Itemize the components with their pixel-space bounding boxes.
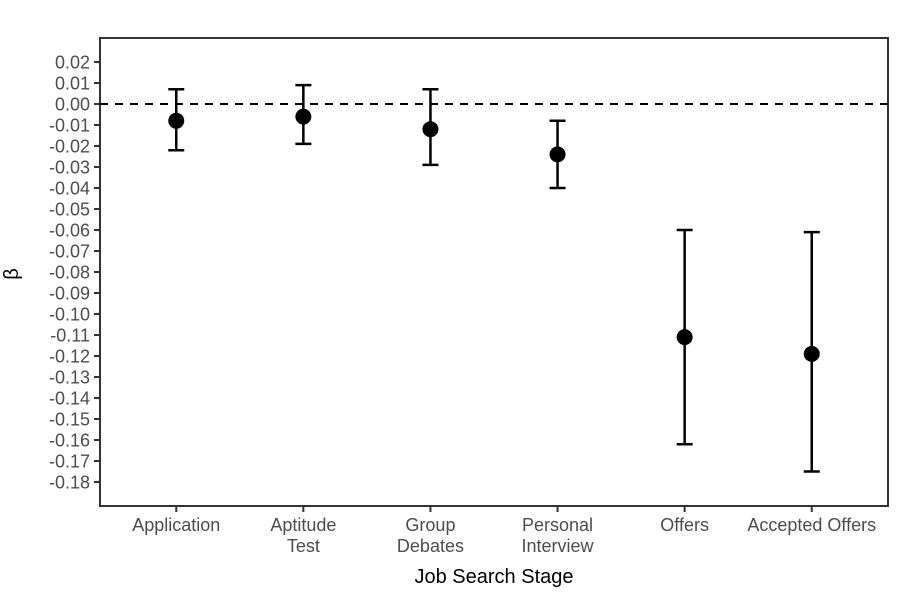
y-tick-label: -0.08 — [49, 262, 90, 282]
y-tick-label: -0.11 — [50, 325, 90, 345]
point-offers — [676, 329, 693, 346]
x-axis-title: Job Search Stage — [414, 566, 574, 588]
point-aptitude-test — [295, 108, 312, 125]
x-tick-label-group-debates: Group — [405, 515, 455, 535]
y-tick-label: -0.12 — [49, 346, 90, 366]
y-tick-label: -0.10 — [49, 304, 90, 324]
y-tick-label: -0.02 — [49, 136, 90, 156]
y-tick-label: -0.18 — [49, 472, 90, 492]
y-tick-label: -0.04 — [49, 178, 90, 198]
y-tick-label: -0.09 — [49, 283, 90, 303]
y-tick-label: -0.03 — [49, 157, 90, 177]
x-tick-label-aptitude-test: Test — [287, 536, 320, 556]
y-axis-title: β — [0, 268, 23, 280]
y-tick-label: -0.17 — [49, 451, 90, 471]
y-tick-label: -0.05 — [49, 199, 90, 219]
plot-panel — [99, 37, 889, 507]
y-tick-label: -0.14 — [49, 388, 90, 408]
y-tick-label: -0.15 — [49, 409, 90, 429]
y-tick-label: 0.00 — [55, 94, 90, 114]
point-application — [168, 112, 185, 129]
y-tick-label: -0.07 — [49, 241, 90, 261]
x-tick-label-application: Application — [132, 515, 220, 535]
y-tick-label: -0.01 — [49, 115, 90, 135]
x-tick-label-group-debates: Debates — [397, 536, 464, 556]
y-tick-label: 0.01 — [55, 73, 90, 93]
point-group-debates — [422, 121, 439, 138]
point-accepted-offers — [803, 345, 820, 362]
y-tick-label: -0.16 — [49, 430, 90, 450]
x-tick-label-accepted-offers: Accepted Offers — [747, 515, 876, 535]
y-tick-label: 0.02 — [55, 52, 90, 72]
x-tick-label-personal-interview: Personal — [522, 515, 593, 535]
y-tick-label: -0.06 — [49, 220, 90, 240]
y-tick-label: -0.13 — [49, 367, 90, 387]
point-personal-interview — [549, 146, 566, 163]
x-tick-label-aptitude-test: Aptitude — [270, 515, 336, 535]
x-tick-label-offers: Offers — [660, 515, 709, 535]
x-tick-label-personal-interview: Interview — [522, 536, 595, 556]
